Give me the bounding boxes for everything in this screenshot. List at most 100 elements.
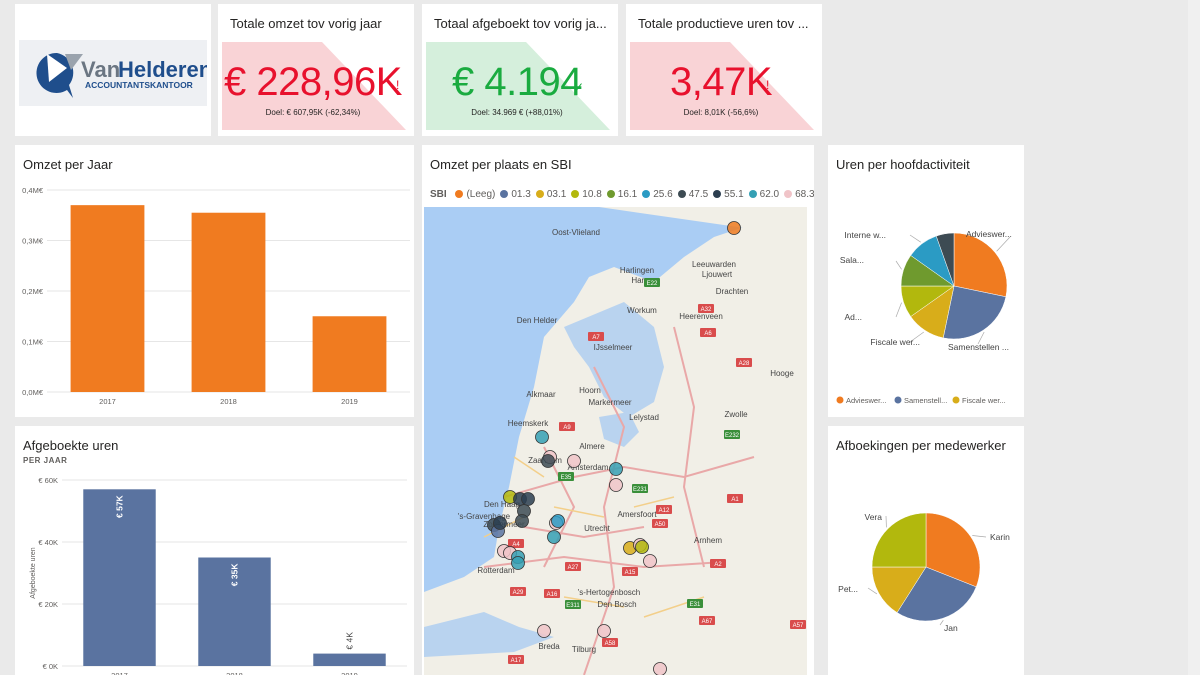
legend-label[interactable]: Samenstell... bbox=[904, 396, 947, 405]
pie-slice[interactable] bbox=[925, 512, 981, 588]
bar[interactable] bbox=[198, 557, 271, 667]
legend-dot bbox=[784, 190, 793, 198]
legend-item[interactable]: (Leeg) bbox=[455, 189, 495, 200]
kpi-background-shape bbox=[630, 42, 814, 130]
legend-label[interactable]: Fiscale wer... bbox=[962, 396, 1006, 405]
road-shield bbox=[559, 422, 575, 431]
pie-slice[interactable] bbox=[953, 232, 1008, 298]
bar[interactable] bbox=[191, 212, 266, 392]
map-bubble[interactable] bbox=[597, 624, 611, 638]
medewerker-tile[interactable]: Afboekingen per medewerker Karin Jan Pet..… bbox=[828, 426, 1024, 675]
legend-item[interactable]: 62.0 bbox=[748, 189, 779, 200]
place-label: Drachten bbox=[716, 287, 748, 296]
road-shield bbox=[700, 328, 716, 337]
map-bubble[interactable] bbox=[727, 221, 741, 235]
vertical-scrollbar[interactable] bbox=[1188, 0, 1200, 675]
bar[interactable] bbox=[312, 316, 387, 392]
map-data-points[interactable] bbox=[487, 221, 741, 675]
road-label: E35 bbox=[561, 475, 572, 481]
pie-slice[interactable] bbox=[871, 512, 927, 568]
kpi-afgeboekt-tile[interactable]: Totaal afgeboekt tov vorig ja... € 4.194… bbox=[422, 4, 618, 136]
map-bubble[interactable] bbox=[551, 514, 565, 528]
road-label: A57 bbox=[793, 623, 804, 629]
map-bubble[interactable] bbox=[535, 430, 549, 444]
kpi-title: Totale omzet tov vorig jaar bbox=[230, 16, 382, 31]
bar[interactable] bbox=[313, 653, 386, 666]
map-bubble[interactable] bbox=[635, 540, 649, 554]
legend-dot bbox=[500, 190, 509, 198]
x-tick-label: 2017 bbox=[111, 671, 128, 675]
place-label: 's-Gravenhage bbox=[458, 512, 511, 521]
legend-title: SBI bbox=[430, 189, 447, 200]
road-shield bbox=[565, 562, 581, 571]
map-bubble[interactable] bbox=[541, 454, 555, 468]
map-bubble[interactable] bbox=[547, 530, 561, 544]
omzet-bar-chart[interactable]: 0,0M€ 0,1M€ 0,2M€ 0,3M€ 0,4M€ 2017 2018 2019 bbox=[15, 145, 414, 417]
legend-item[interactable]: 16.1 bbox=[606, 189, 637, 200]
map-bubble[interactable] bbox=[493, 516, 507, 530]
slice-label: Interne w... bbox=[844, 230, 886, 240]
bar[interactable] bbox=[70, 205, 145, 392]
hoofdactiviteit-pie-chart[interactable]: Advieswer... Samenstellen ... Fiscale wer.… bbox=[828, 145, 1024, 417]
road-label: E231 bbox=[633, 487, 648, 493]
map-bubble[interactable] bbox=[609, 462, 623, 476]
road-label: A12 bbox=[659, 508, 670, 514]
legend-item[interactable]: 47.5 bbox=[677, 189, 708, 200]
road-label: A28 bbox=[739, 361, 750, 367]
map-bubble[interactable] bbox=[511, 556, 525, 570]
legend-item[interactable]: 10.8 bbox=[571, 189, 602, 200]
pie-slice[interactable] bbox=[896, 566, 977, 622]
omzet-map-tile[interactable]: Omzet per plaats en SBI SBI (Leeg) 01.3 03… bbox=[422, 145, 814, 675]
uren-bar-chart[interactable]: € 0K € 20K € 40K € 60K 2017 € 57K 2018 € 35K 201… bbox=[15, 426, 414, 675]
afgeboekte-uren-tile[interactable]: Afgeboekte uren PER JAAR € 0K € 20K € 40K €… bbox=[15, 426, 414, 675]
medewerker-pie-chart[interactable]: Karin Jan Pet... Vera bbox=[828, 426, 1024, 675]
bar[interactable] bbox=[83, 489, 156, 666]
hoofdactiviteit-tile[interactable]: Uren per hoofdactiviteit Advieswer... Sam… bbox=[828, 145, 1024, 417]
pie-slice[interactable] bbox=[871, 566, 927, 613]
x-tick-label: 2019 bbox=[341, 671, 358, 675]
map-bubble[interactable] bbox=[515, 514, 529, 528]
legend-item[interactable]: 25.6 bbox=[642, 189, 673, 200]
kpi-uren-tile[interactable]: Totale productieve uren tov ... 3,47K ! … bbox=[626, 4, 822, 136]
map-bubble[interactable] bbox=[567, 454, 581, 468]
pie-slice[interactable] bbox=[942, 285, 1007, 340]
legend-item[interactable]: 55.1 bbox=[713, 189, 744, 200]
map-canvas[interactable]: Oost-Vlieland Harlingen Harns Leeuwarden Ljo… bbox=[424, 207, 807, 675]
road-shield bbox=[632, 484, 648, 493]
road-shield bbox=[622, 567, 638, 576]
map-bubble[interactable] bbox=[521, 492, 535, 506]
chart-title: Afboekingen per medewerker bbox=[836, 438, 1006, 453]
map-bubble[interactable] bbox=[653, 662, 667, 675]
place-label: Heerenveen bbox=[679, 312, 723, 321]
road-shield bbox=[727, 494, 743, 503]
legend-item[interactable]: 01.3 bbox=[500, 189, 531, 200]
place-label: Amsterdam bbox=[568, 463, 609, 472]
logo-tile: Van Helderen ACCOUNTANTSKANTOOR bbox=[15, 4, 211, 136]
map-bubble[interactable] bbox=[537, 624, 551, 638]
leader-line bbox=[972, 535, 987, 538]
leader-line bbox=[977, 331, 985, 345]
y-tick-label: € 0K bbox=[43, 662, 58, 671]
chart-title: Uren per hoofdactiviteit bbox=[836, 157, 970, 172]
legend-item[interactable]: 68.3 bbox=[784, 189, 814, 200]
place-label: Workum bbox=[627, 306, 657, 315]
pie-slice[interactable] bbox=[935, 232, 955, 287]
legend-label: 03.1 bbox=[546, 189, 567, 200]
map-bubble[interactable] bbox=[643, 554, 657, 568]
omzet-per-jaar-tile[interactable]: Omzet per Jaar 0,0M€ 0,1M€ 0,2M€ 0,3M€ 0,4M€… bbox=[15, 145, 414, 417]
road-label: A50 bbox=[655, 522, 666, 528]
road-label: A1 bbox=[731, 497, 739, 503]
logo-name-b: Helderen bbox=[118, 57, 207, 82]
map-bubble[interactable] bbox=[609, 478, 623, 492]
road-shield bbox=[508, 655, 524, 664]
x-tick-label: 2018 bbox=[220, 397, 237, 406]
kpi-title: Totale productieve uren tov ... bbox=[638, 16, 809, 31]
kpi-omzet-tile[interactable]: Totale omzet tov vorig jaar € 228,96K ! … bbox=[218, 4, 414, 136]
legend-label[interactable]: Advieswer... bbox=[846, 396, 886, 405]
place-label: Harlingen bbox=[620, 266, 654, 275]
x-tick-label: 2017 bbox=[99, 397, 116, 406]
x-tick-label: 2019 bbox=[341, 397, 358, 406]
legend-item[interactable]: 03.1 bbox=[535, 189, 567, 200]
